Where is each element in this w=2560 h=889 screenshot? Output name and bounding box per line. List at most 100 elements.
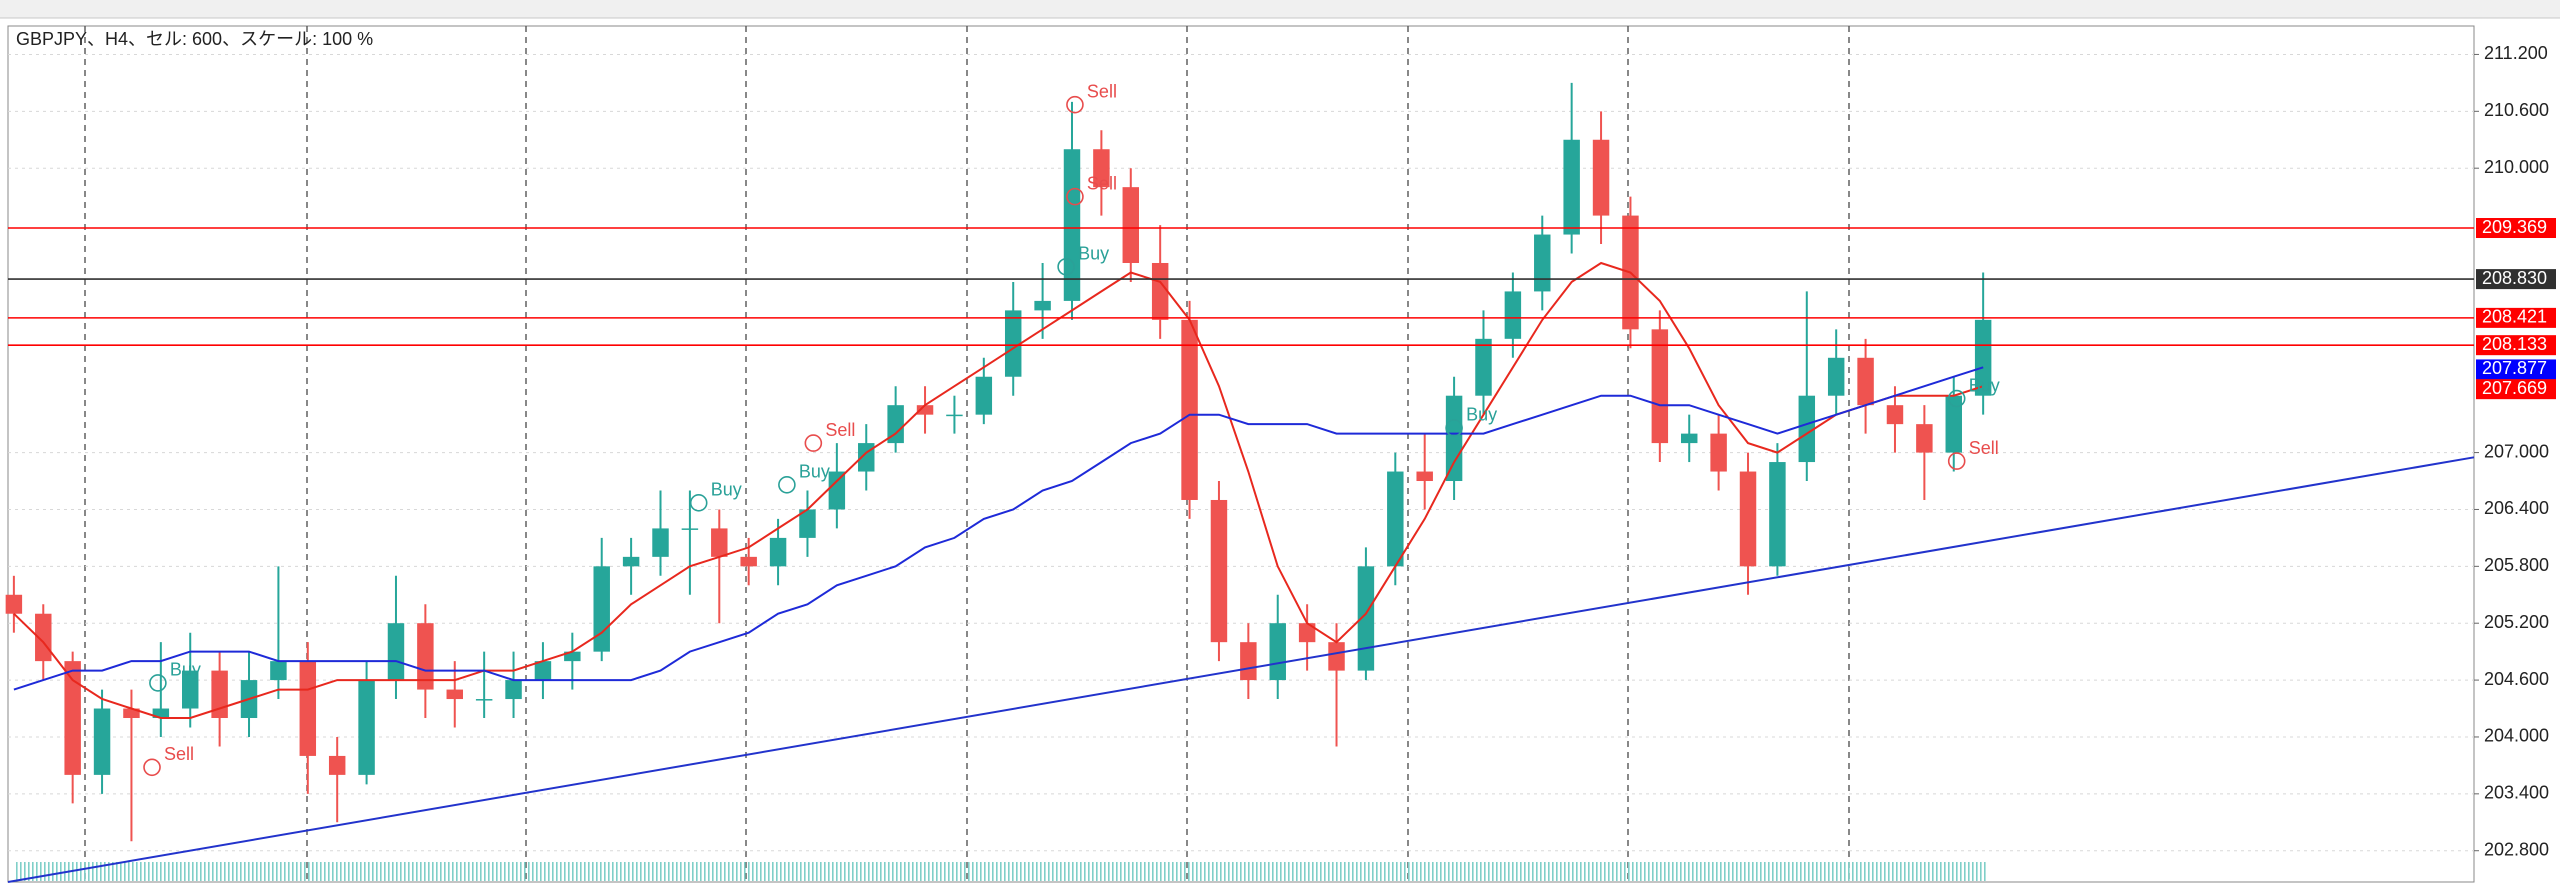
signal-label: Sell xyxy=(1087,81,1117,101)
candle-body xyxy=(564,651,581,662)
candle-body xyxy=(711,528,728,557)
candle-body xyxy=(1475,338,1492,396)
price-level-label: 209.369 xyxy=(2482,217,2547,237)
candle-body xyxy=(1151,262,1169,320)
signal-marker xyxy=(804,434,823,452)
candle-body xyxy=(1886,405,1904,425)
price-level-label: 207.877 xyxy=(2482,358,2547,378)
candle-body xyxy=(1974,319,1992,396)
candle-body xyxy=(1416,471,1433,482)
candle-body xyxy=(652,528,669,557)
y-tick-label: 210.000 xyxy=(2484,157,2549,177)
candle-body xyxy=(152,708,170,719)
candle-body xyxy=(1827,357,1845,396)
candle-body xyxy=(1034,300,1051,311)
candle-body xyxy=(299,661,317,756)
candle-body xyxy=(1328,642,1345,671)
candle-body xyxy=(1769,462,1786,567)
candle-body xyxy=(328,755,346,775)
y-tick-label: 211.200 xyxy=(2484,43,2548,63)
signal-label: Buy xyxy=(1969,375,2000,395)
signal-marker xyxy=(1947,389,1966,408)
candle-body xyxy=(270,661,287,681)
y-tick-label: 204.000 xyxy=(2484,726,2549,746)
candle-body xyxy=(799,509,816,538)
y-tick-label: 205.200 xyxy=(2484,612,2549,632)
signal-marker xyxy=(778,476,796,494)
candle-body xyxy=(681,528,699,530)
y-tick-label: 204.600 xyxy=(2484,669,2549,689)
candle-body xyxy=(417,623,434,690)
candle-body xyxy=(1004,310,1022,377)
price-level-tag xyxy=(2476,307,2556,328)
candle-body xyxy=(1093,149,1110,188)
signal-label: Buy xyxy=(170,660,201,680)
y-tick-label: 203.400 xyxy=(2484,783,2549,803)
price-level-label: 208.421 xyxy=(2482,307,2547,327)
candle-body xyxy=(1798,395,1816,463)
candle-body xyxy=(1857,357,1874,406)
candle-body xyxy=(387,623,405,681)
candle-body xyxy=(946,414,963,417)
candle-body xyxy=(1592,139,1610,216)
signal-marker xyxy=(143,758,161,777)
signal-label: Sell xyxy=(1087,173,1117,193)
y-tick-label: 202.800 xyxy=(2484,839,2549,859)
candle-body xyxy=(182,670,199,709)
candle-body xyxy=(1210,499,1228,643)
moving-average xyxy=(13,261,1984,719)
signal-marker xyxy=(149,674,167,692)
candle-body xyxy=(123,708,140,719)
price-level-tag xyxy=(2476,218,2556,239)
candle-body xyxy=(1681,433,1698,444)
signal-label: Buy xyxy=(1466,405,1497,425)
candle-body xyxy=(1387,471,1404,567)
toolbar[interactable] xyxy=(0,0,2560,18)
price-level-tag xyxy=(2476,379,2556,400)
candle-body xyxy=(1710,433,1727,472)
y-tick-label: 210.600 xyxy=(2484,100,2549,120)
signal-label: Sell xyxy=(825,420,855,440)
price-level-tag xyxy=(2476,335,2556,356)
candle-body xyxy=(446,689,463,700)
volume-strip xyxy=(14,862,1987,881)
price-level-tag xyxy=(2476,359,2556,380)
candle-body xyxy=(64,661,81,775)
candle-body xyxy=(1357,566,1375,671)
candle-body xyxy=(93,708,111,775)
candle-body xyxy=(5,594,23,614)
y-tick-label: 205.800 xyxy=(2484,555,2549,575)
candle-body xyxy=(1269,623,1286,681)
y-tick-label: 206.400 xyxy=(2484,498,2549,518)
candle-body xyxy=(769,537,787,567)
candle-body xyxy=(1298,623,1316,643)
candle-body xyxy=(1181,319,1198,500)
candle-body xyxy=(1651,329,1669,444)
candle-body xyxy=(975,376,993,415)
candle-body xyxy=(593,566,610,652)
candle-body xyxy=(1916,424,1933,453)
signal-marker xyxy=(1066,95,1084,114)
price-level-label: 208.133 xyxy=(2482,334,2547,354)
candle-body xyxy=(1122,187,1140,263)
y-tick-label: 207.000 xyxy=(2484,441,2549,461)
candle-body xyxy=(1063,149,1081,301)
signal-label: Buy xyxy=(711,480,742,500)
signal-label: Buy xyxy=(799,462,830,482)
candle-body xyxy=(622,556,640,567)
signal-label: Sell xyxy=(1969,438,1999,458)
price-level-tag xyxy=(2476,269,2556,290)
candle-body xyxy=(828,471,846,510)
candle-body xyxy=(505,680,522,700)
signal-marker xyxy=(1057,257,1075,276)
signal-label: Sell xyxy=(164,744,194,764)
chart-title: GBPJPY、H4、セル: 600、スケール: 100 % xyxy=(16,29,373,49)
price-level-label: 207.669 xyxy=(2482,378,2547,398)
candle-body xyxy=(475,699,493,701)
candle-body xyxy=(1739,471,1757,567)
candle-body xyxy=(1504,291,1522,339)
plot-area xyxy=(7,25,2475,883)
signal-label: Buy xyxy=(1078,244,1109,264)
